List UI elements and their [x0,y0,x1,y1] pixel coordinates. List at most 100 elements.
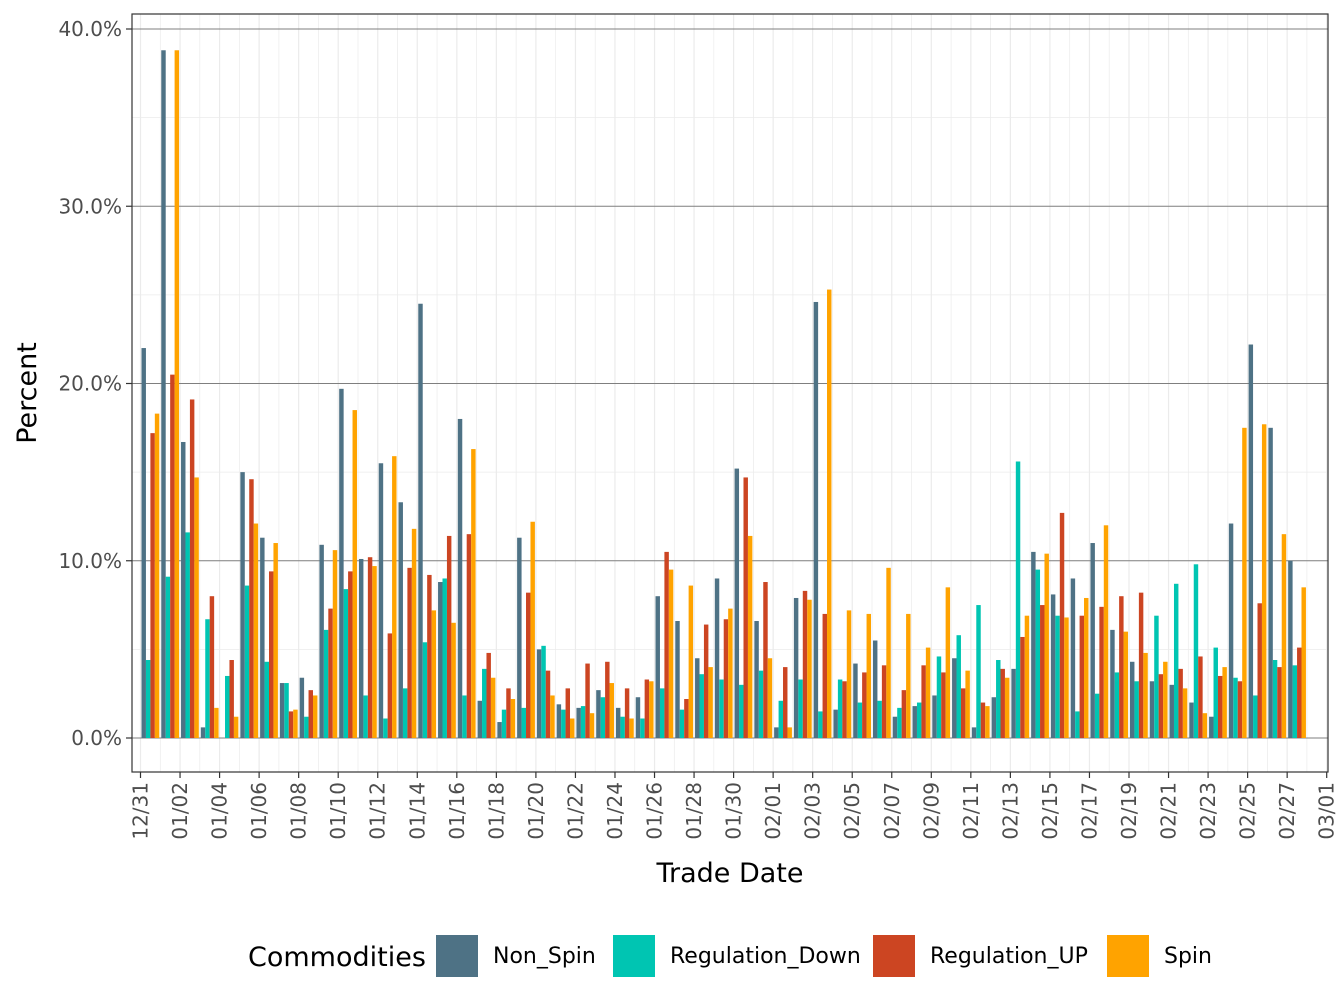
bar-spin [194,477,199,738]
bar-spin [490,677,496,738]
x-tick-label: 01/22 [563,782,587,840]
x-tick-label: 03/01 [1315,782,1339,840]
bar-regulation-up [150,433,155,738]
bar-non-spin [833,709,838,738]
bar-regulation-up [644,679,650,738]
bar-spin [807,599,812,738]
bar-spin [688,585,694,738]
bar-regulation-up [842,681,847,738]
bar-regulation-up [269,571,274,738]
x-tick-label: 01/04 [208,782,232,840]
bar-regulation-down [936,656,942,738]
bar-spin [649,681,654,738]
bar-regulation-up [446,535,452,738]
bar-regulation-up [960,688,966,738]
bar-non-spin [971,727,977,738]
bar-spin [767,658,773,738]
bar-non-spin [279,683,285,738]
bar-non-spin [872,640,878,738]
bar-regulation-up [743,477,748,738]
legend-label: Regulation_Down [670,944,861,969]
bar-spin [906,613,911,738]
x-tick-label: 02/13 [998,782,1022,840]
bar-regulation-up [308,690,313,738]
bar-regulation-up [1020,636,1025,738]
bar-regulation-down [521,707,527,738]
x-tick-label: 02/27 [1275,782,1299,840]
bar-regulation-up [703,624,709,738]
bar-regulation-up [348,571,353,738]
bar-spin [392,456,397,738]
bar-spin [332,550,338,738]
bar-regulation-down [205,619,210,738]
y-axis: 0.0% 10.0% 20.0% 30.0% 40.0% [58,17,132,750]
bar-regulation-up [585,663,590,738]
x-tick-label: 02/23 [1196,782,1220,840]
bar-regulation-up [249,479,254,738]
bar-spin [293,709,298,738]
bar-spin [1182,688,1188,738]
bar-spin [708,667,713,738]
x-tick-label: 02/09 [919,782,943,840]
bar-regulation-up [605,661,610,738]
bar-regulation-up [723,619,729,738]
bar-non-spin [358,558,364,738]
bar-spin [1301,587,1306,738]
bar-regulation-up [901,690,907,738]
bar-regulation-up [1138,592,1144,738]
bar-spin [1202,713,1208,738]
bar-non-spin [952,658,957,738]
bar-non-spin [260,537,265,738]
x-tick-label: 02/21 [1157,782,1181,840]
bar-regulation-up [486,652,491,738]
bar-spin [1281,534,1287,738]
bar-regulation-down [225,675,230,738]
bar-regulation-down [1035,569,1041,738]
bar-spin [451,622,456,738]
bar-non-spin [853,663,858,738]
bar-regulation-down [857,702,863,738]
bar-regulation-up [466,534,472,738]
bar-regulation-up [367,557,373,738]
bar-non-spin [517,537,522,738]
bar-regulation-down [264,661,270,738]
bar-regulation-down [145,660,151,738]
y-tick-label: 30.0% [58,194,122,218]
bar-regulation-up [1217,675,1223,738]
bar-non-spin [635,697,641,738]
bar-regulation-down [165,576,171,738]
bar-spin [668,569,674,738]
bar-regulation-up [1099,606,1104,738]
bar-regulation-up [1040,605,1045,738]
bar-non-spin [655,596,660,738]
bar-spin [312,695,318,738]
bar-regulation-down [679,709,685,738]
bar-spin [965,670,970,738]
x-tick-label: 02/19 [1117,782,1141,840]
legend-title: Commodities [248,942,426,973]
bar-spin [1123,631,1129,738]
bar-spin [550,695,555,738]
bar-regulation-down [600,697,606,738]
bar-regulation-down [659,688,665,738]
bar-non-spin [398,502,403,738]
bar-non-spin [675,621,680,738]
x-tick-label: 02/11 [959,782,983,840]
bar-regulation-up [822,613,828,738]
legend-swatch [613,935,655,977]
bar-regulation-down [304,716,309,738]
x-tick-label: 01/02 [168,782,192,840]
bar-regulation-up [170,374,175,738]
x-tick-label: 01/06 [247,782,271,840]
bar-regulation-up [407,567,412,738]
bar-non-spin [319,544,324,738]
bar-regulation-down [818,711,823,738]
bar-non-spin [912,706,917,738]
bar-regulation-up [1079,615,1085,738]
bar-non-spin [932,695,937,738]
bar-spin [253,523,259,738]
bar-regulation-down [501,709,507,738]
bar-regulation-down [1114,672,1120,738]
bar-non-spin [1031,551,1036,738]
bar-regulation-down [422,642,428,738]
